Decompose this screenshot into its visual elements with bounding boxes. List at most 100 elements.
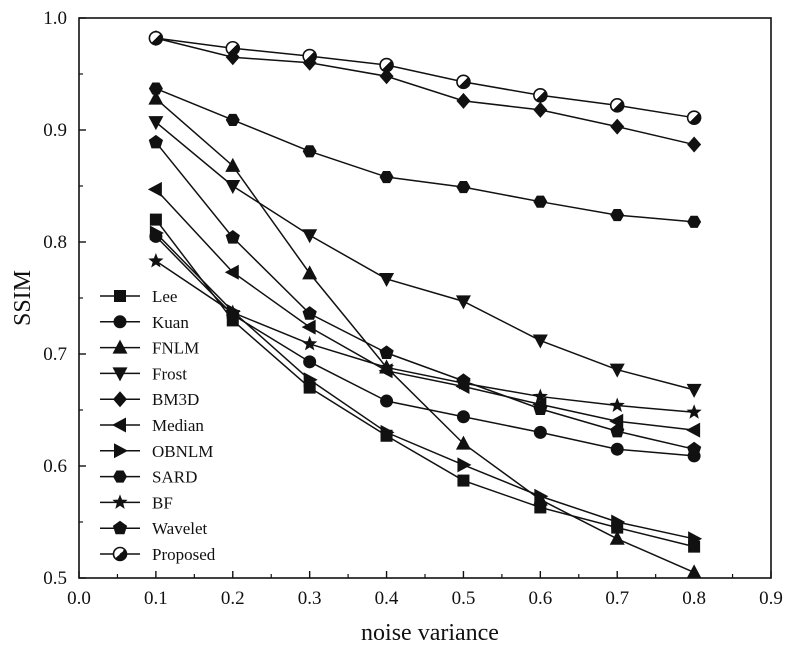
data-point-sard (379, 170, 394, 184)
legend-label-bf: BF (152, 493, 173, 512)
data-point-bf (686, 404, 702, 419)
data-point-kuan (456, 410, 470, 424)
x-tick-label: 0.8 (682, 588, 706, 609)
data-point-obnlm (149, 225, 164, 241)
data-point-sard (456, 181, 471, 194)
legend: Lee Kuan FNLM Frost BM3D Median OBNLM SARD BF Wav… (100, 287, 216, 564)
y-tick-label: 1.0 (43, 8, 67, 29)
data-point-frost (225, 180, 241, 194)
legend-item-lee: Lee (100, 287, 177, 306)
x-tick-label: 0.3 (298, 588, 322, 609)
data-point-fnlm (225, 157, 241, 172)
data-point-bm3d (456, 92, 471, 109)
data-point-median (609, 413, 624, 429)
legend-label-frost: Frost (152, 364, 187, 383)
data-point-frost (532, 334, 548, 349)
data-point-bm3d (610, 118, 625, 135)
x-tick-label: 0.5 (452, 588, 476, 609)
legend-label-proposed: Proposed (152, 545, 216, 564)
data-point-fnlm (302, 265, 318, 280)
data-point-frost (148, 116, 164, 131)
legend-item-fnlm: FNLM (100, 339, 199, 358)
data-point-sard (148, 82, 163, 95)
legend-label-bm3d: BM3D (152, 390, 199, 409)
y-axis-label: SSIM (10, 270, 36, 326)
legend-item-sard: SARD (100, 468, 197, 487)
data-point-median (224, 264, 239, 280)
data-point-median (147, 181, 162, 197)
data-point-bf (148, 253, 164, 268)
series-line-bm3d (155, 37, 695, 146)
legend-item-kuan: Kuan (100, 313, 189, 332)
series-line-sard (155, 87, 695, 223)
data-point-proposed (225, 40, 241, 56)
series-line-obnlm (155, 232, 695, 540)
y-tick-label: 0.5 (43, 568, 67, 589)
data-point-median (301, 319, 316, 335)
data-point-obnlm (457, 457, 472, 473)
data-point-bm3d (687, 136, 702, 153)
data-point-proposed (379, 57, 394, 73)
data-point-proposed (609, 98, 625, 113)
data-point-bf (225, 304, 241, 320)
data-point-proposed (456, 74, 471, 90)
data-point-proposed (148, 30, 164, 46)
legend-marker-kuan (113, 315, 127, 329)
data-point-fnlm (148, 90, 164, 105)
x-tick-label: 0.2 (221, 588, 245, 609)
data-point-lee (149, 213, 162, 226)
data-point-obnlm (611, 514, 626, 530)
legend-item-median: Median (100, 416, 204, 435)
legend-label-lee: Lee (152, 287, 177, 306)
data-point-wavelet (379, 345, 394, 359)
data-point-frost (686, 383, 702, 398)
data-point-sard (302, 145, 317, 158)
x-tick-label: 0.4 (375, 588, 399, 609)
legend-item-obnlm: OBNLM (100, 442, 213, 461)
data-point-kuan (533, 425, 547, 439)
series-line-median (155, 188, 695, 431)
data-point-obnlm (534, 488, 549, 504)
data-point-wavelet (148, 134, 164, 149)
data-point-fnlm (455, 435, 471, 450)
series-line-wavelet (155, 141, 695, 450)
data-point-sard (225, 113, 240, 126)
legend-marker-bm3d (113, 391, 127, 408)
legend-marker-bf (112, 494, 128, 509)
data-point-kuan (303, 355, 317, 369)
legend-label-sard: SARD (152, 468, 197, 487)
x-tick-labels: 0.0 0.1 0.2 0.3 0.4 0.5 0.6 0.7 0.8 0.9 (67, 588, 783, 609)
y-tick-label: 0.6 (43, 456, 67, 477)
data-point-bm3d (533, 101, 548, 118)
legend-label-fnlm: FNLM (152, 339, 199, 358)
legend-label-kuan: Kuan (152, 313, 189, 332)
data-point-wavelet (610, 423, 625, 438)
legend-label-obnlm: OBNLM (152, 442, 213, 461)
data-point-median (686, 422, 701, 438)
legend-marker-proposed (112, 546, 128, 562)
data-point-bf (532, 388, 548, 404)
legend-marker-sard (113, 470, 127, 483)
series-line-fnlm (155, 98, 695, 574)
data-point-kuan (380, 394, 394, 408)
data-point-bf (302, 335, 318, 351)
series-line-lee (155, 219, 695, 548)
plot-frame (78, 17, 772, 579)
data-point-frost (455, 295, 471, 310)
series-line-frost (155, 121, 695, 391)
data-point-kuan (610, 442, 624, 456)
data-point-sard (687, 215, 702, 228)
legend-item-wavelet: Wavelet (100, 519, 208, 538)
data-point-wavelet (225, 230, 240, 244)
data-point-proposed (302, 48, 317, 64)
data-point-proposed (686, 110, 702, 125)
series-lines (155, 37, 695, 574)
data-point-wavelet (533, 401, 548, 415)
data-point-frost (609, 363, 625, 378)
data-point-wavelet (686, 441, 702, 456)
data-point-wavelet (302, 306, 317, 320)
series-markers (147, 30, 703, 579)
x-axis-label: noise variance (361, 620, 499, 646)
data-point-fnlm (609, 530, 625, 545)
